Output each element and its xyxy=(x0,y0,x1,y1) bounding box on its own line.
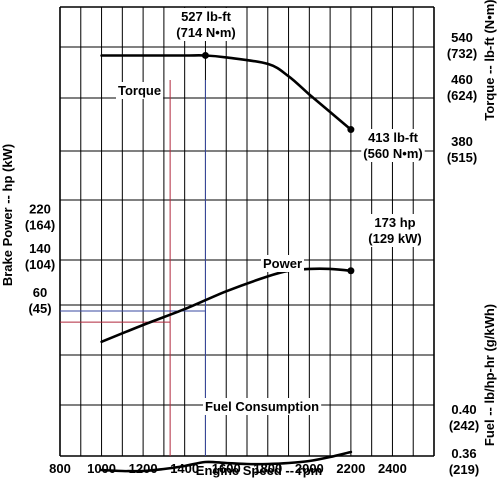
torque-tick-label-metric: (732) xyxy=(447,46,477,61)
torque-series-label-text: Torque xyxy=(118,83,161,98)
x-tick-label: 1600 xyxy=(212,461,241,476)
peak-torque-annotation-line1: 527 lb-ft xyxy=(181,9,232,24)
marker-points xyxy=(201,51,355,275)
fuel-tick-label-metric: (242) xyxy=(449,418,479,433)
torque-tick-label: 380 xyxy=(451,134,473,149)
rated-torque-annotation-line2: (560 N•m) xyxy=(363,146,422,161)
x-axis-title: Engine Speed -- rpm xyxy=(196,463,322,478)
peak-torque-annotation: 527 lb-ft(714 N•m) xyxy=(174,8,238,41)
rated-power-annotation: 173 hp(129 kW) xyxy=(366,214,424,247)
x-tick-label: 2400 xyxy=(378,461,407,476)
left-tick-label: 140 xyxy=(29,241,51,256)
rated-power-point xyxy=(347,267,355,275)
fuel-tick-label: 0.36 xyxy=(451,446,476,461)
left-tick-label: 60 xyxy=(33,285,47,300)
rated-power-annotation-line2: (129 kW) xyxy=(368,231,421,246)
torque-series-label: Torque xyxy=(116,82,164,99)
rated-power-annotation-line1: 173 hp xyxy=(374,215,415,230)
left-tick-label-metric: (45) xyxy=(28,301,51,316)
rated-torque-annotation-line1: 413 lb-ft xyxy=(368,130,419,145)
torque-tick-label-metric: (515) xyxy=(447,150,477,165)
fuel-axis-title: Fuel -- lb/hp-hr (g/kWh) xyxy=(482,304,497,446)
x-tick-label: 2200 xyxy=(336,461,365,476)
x-tick-label: 800 xyxy=(49,461,71,476)
x-tick-label: 2000 xyxy=(295,461,324,476)
fuel-series-label: Fuel Consumption xyxy=(203,398,322,415)
reference-lines xyxy=(60,80,206,456)
left-tick-label-metric: (104) xyxy=(25,257,55,272)
peak-torque-annotation-bg xyxy=(174,8,238,41)
curves xyxy=(100,54,353,473)
torque-curve xyxy=(100,54,353,131)
torque-tick-label: 540 xyxy=(451,30,473,45)
power-series-label: Power xyxy=(261,255,305,272)
fuel-series-label-text: Fuel Consumption xyxy=(205,399,319,414)
x-tick-label: 1200 xyxy=(129,461,158,476)
torque-axis-title: Torque -- lb-ft (N•m) xyxy=(482,0,497,121)
peak-torque-point xyxy=(201,51,209,59)
left-tick-label-metric: (164) xyxy=(25,218,55,233)
x-tick-label: 1400 xyxy=(170,461,199,476)
fuel-consumption-curve xyxy=(100,450,353,473)
left-tick-label: 220 xyxy=(29,202,51,217)
peak-torque-annotation-line2: (714 N•m) xyxy=(176,25,235,40)
rated-power-annotation-bg xyxy=(366,214,424,247)
x-tick-label: 1000 xyxy=(87,461,116,476)
rated-torque-annotation-bg xyxy=(361,129,425,162)
fuel-series-label-bg xyxy=(203,398,322,415)
torque-tick-label: 460 xyxy=(451,72,473,87)
torque-series-label-bg xyxy=(116,82,164,99)
rated-torque-annotation: 413 lb-ft(560 N•m) xyxy=(361,129,425,162)
power-curve xyxy=(100,267,353,344)
power-series-label-text: Power xyxy=(263,256,302,271)
torque-tick-label-metric: (624) xyxy=(447,88,477,103)
x-tick-label: 1800 xyxy=(253,461,282,476)
fuel-tick-label-metric: (219) xyxy=(449,462,479,477)
fuel-tick-label: 0.40 xyxy=(451,402,476,417)
left-axis-title: Brake Power -- hp (kW) xyxy=(0,144,15,286)
rated-torque-point xyxy=(347,126,355,134)
power-series-label-bg xyxy=(261,255,305,272)
